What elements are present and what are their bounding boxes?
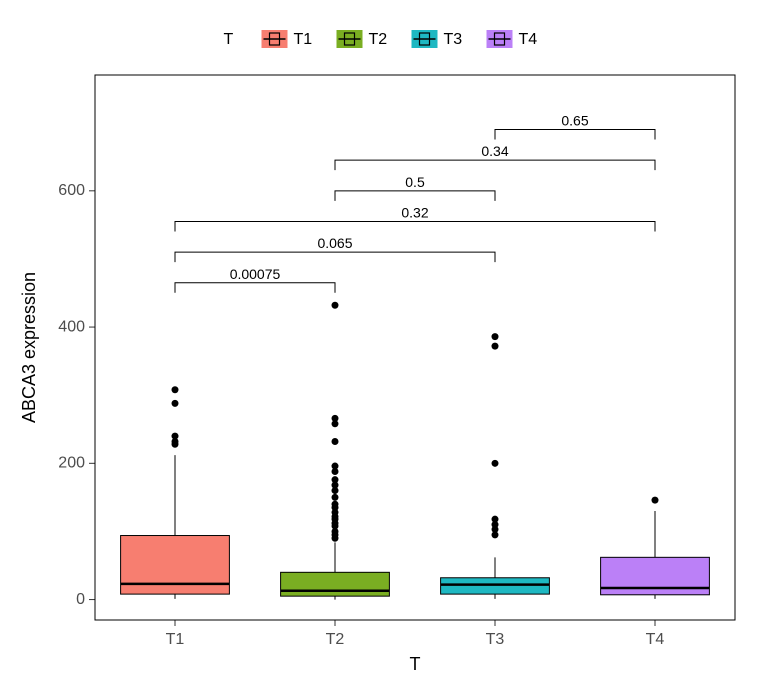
x-tick-label: T1 [166, 631, 185, 648]
boxplot-chart: 0 200 400 600 T1 T2 T3 T4 T ABCA3 expression 0.000… [0, 0, 777, 685]
legend-label: T4 [519, 31, 538, 48]
legend-item: T2 [337, 30, 388, 48]
outlier [332, 501, 339, 508]
outlier [332, 438, 339, 445]
legend-item: T4 [487, 30, 538, 48]
sig-label: 0.00075 [230, 266, 281, 282]
outlier [332, 463, 339, 470]
y-tick-label: 600 [58, 182, 85, 199]
box-T3 [441, 578, 550, 594]
legend-item: T1 [262, 30, 313, 48]
outlier [332, 415, 339, 422]
outlier [172, 400, 179, 407]
legend-label: T3 [444, 31, 463, 48]
sig-label: 0.5 [405, 174, 425, 190]
outlier [332, 476, 339, 483]
outlier [332, 302, 339, 309]
x-tick-label: T3 [486, 631, 505, 648]
x-tick-label: T2 [326, 631, 345, 648]
sig-label: 0.65 [561, 113, 588, 129]
y-tick-label: 200 [58, 455, 85, 472]
sig-label: 0.065 [317, 235, 352, 251]
outlier [492, 516, 499, 523]
legend-label: T1 [294, 31, 313, 48]
outlier [332, 494, 339, 501]
y-tick-label: 400 [58, 318, 85, 335]
chart-svg: 0 200 400 600 T1 T2 T3 T4 T ABCA3 expression 0.000… [0, 0, 777, 685]
y-tick-label: 0 [76, 591, 85, 608]
sig-label: 0.32 [401, 204, 428, 220]
y-axis-label: ABCA3 expression [19, 272, 39, 423]
outlier [172, 433, 179, 440]
outlier [492, 460, 499, 467]
outlier [492, 343, 499, 350]
outlier [492, 333, 499, 340]
legend-title: T [224, 31, 234, 48]
x-axis-label: T [410, 654, 421, 674]
box-T1 [121, 536, 230, 595]
outlier [172, 386, 179, 393]
legend-item: T3 [412, 30, 463, 48]
outlier [652, 497, 659, 504]
sig-label: 0.34 [481, 143, 508, 159]
x-tick-label: T4 [646, 631, 665, 648]
box-T2 [281, 572, 390, 596]
legend-label: T2 [369, 31, 388, 48]
